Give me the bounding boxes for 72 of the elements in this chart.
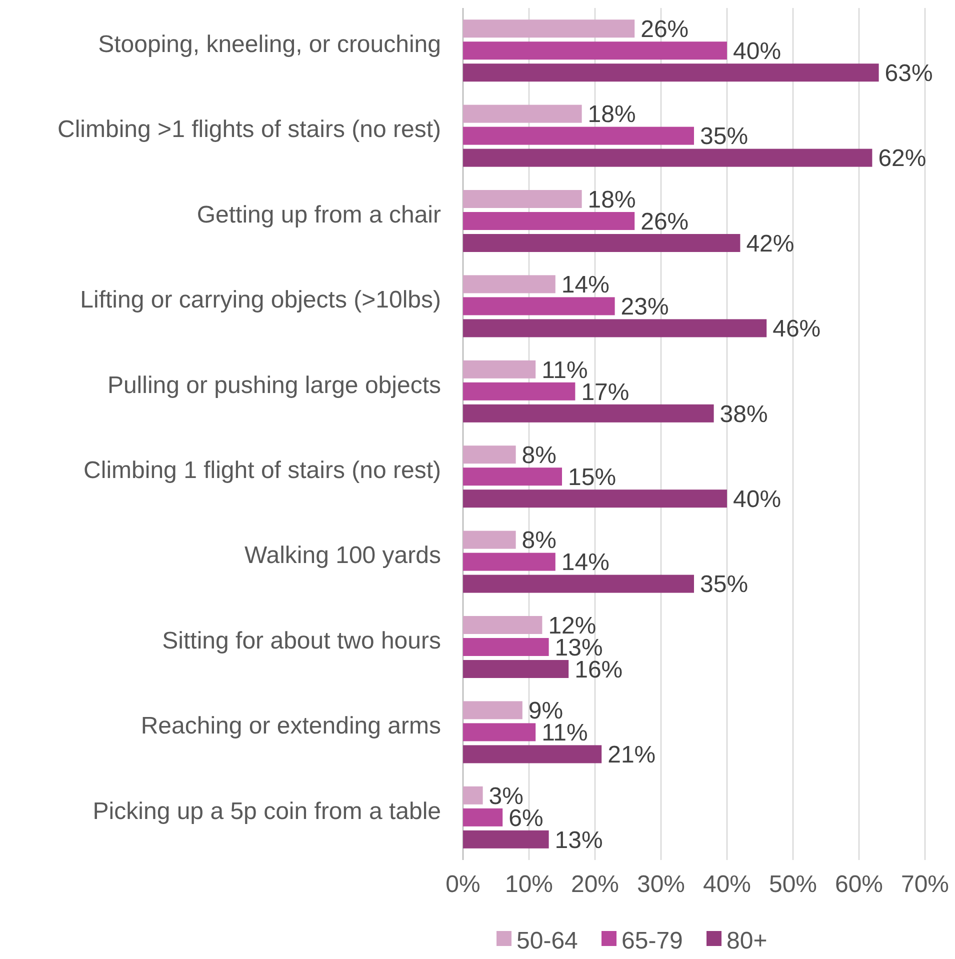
data-label: 40% — [733, 486, 782, 513]
data-label: 18% — [588, 186, 636, 214]
bar — [463, 745, 602, 764]
bar — [463, 104, 582, 123]
bar — [463, 126, 694, 145]
bar — [463, 404, 714, 422]
x-tick-label: 70% — [900, 871, 950, 898]
y-tick-label: Picking up a 5p coin from a table — [92, 798, 441, 825]
bar — [463, 42, 727, 60]
bar — [463, 552, 556, 571]
bar — [463, 786, 483, 804]
y-tick-label: Pulling or pushing large objects — [107, 372, 441, 399]
y-tick-label: Lifting or carrying objects (>10lbs) — [80, 286, 441, 314]
x-tick-label: 50% — [768, 871, 818, 898]
bar — [463, 723, 536, 742]
bar — [463, 446, 516, 464]
data-label: 14% — [561, 549, 610, 576]
bar — [463, 275, 556, 294]
legend-label: 65-79 — [622, 927, 683, 954]
data-label: 8% — [522, 527, 556, 554]
data-label: 18% — [588, 101, 636, 128]
y-tick-label: Sitting for about two hours — [162, 627, 441, 654]
x-tick-label: 0% — [446, 871, 480, 898]
bar — [463, 808, 503, 826]
x-tick-label: 20% — [570, 871, 620, 898]
bar — [463, 148, 872, 167]
bar — [463, 64, 879, 82]
data-label: 21% — [608, 742, 656, 769]
x-tick-label: 10% — [504, 871, 554, 898]
bar — [463, 297, 615, 316]
data-label: 26% — [640, 208, 689, 236]
data-label: 13% — [554, 826, 603, 854]
x-tick-label: 40% — [702, 871, 752, 898]
data-label: 46% — [772, 316, 821, 343]
bar — [463, 20, 635, 38]
x-tick-label: 60% — [834, 871, 884, 898]
data-label: 15% — [568, 464, 616, 491]
data-label: 35% — [700, 571, 748, 598]
data-label: 26% — [640, 16, 689, 43]
y-tick-label: Climbing >1 flights of stairs (no rest) — [58, 116, 441, 144]
bar — [463, 490, 727, 508]
data-label: 38% — [720, 400, 768, 428]
bar — [463, 616, 542, 634]
data-label: 63% — [884, 60, 933, 87]
bar — [463, 382, 576, 400]
bar — [463, 319, 767, 338]
bar — [463, 660, 569, 678]
legend-label: 50-64 — [516, 927, 578, 954]
bar — [463, 638, 549, 656]
y-tick-label: Stooping, kneeling, or crouching — [98, 31, 441, 58]
data-label: 35% — [700, 123, 748, 150]
bar — [463, 830, 549, 848]
bar — [463, 234, 740, 252]
bar — [463, 530, 516, 549]
data-label: 42% — [746, 230, 794, 258]
data-label: 23% — [620, 294, 669, 321]
bar — [463, 360, 536, 378]
bar — [463, 574, 694, 593]
x-tick-label: 30% — [636, 871, 686, 898]
y-tick-label: Reaching or extending arms — [140, 712, 441, 740]
bar — [463, 190, 582, 208]
y-tick-label: Getting up from a chair — [196, 201, 441, 228]
bar — [463, 701, 522, 720]
y-tick-label: Walking 100 yards — [244, 542, 441, 570]
legend-label: 80+ — [726, 927, 768, 954]
bar — [463, 212, 635, 230]
bar — [463, 468, 562, 486]
data-label: 40% — [733, 38, 782, 65]
y-tick-label: Climbing 1 flight of stairs (no rest) — [84, 457, 441, 484]
data-label: 62% — [878, 145, 926, 172]
data-label: 14% — [561, 272, 610, 299]
data-label: 8% — [522, 442, 556, 469]
